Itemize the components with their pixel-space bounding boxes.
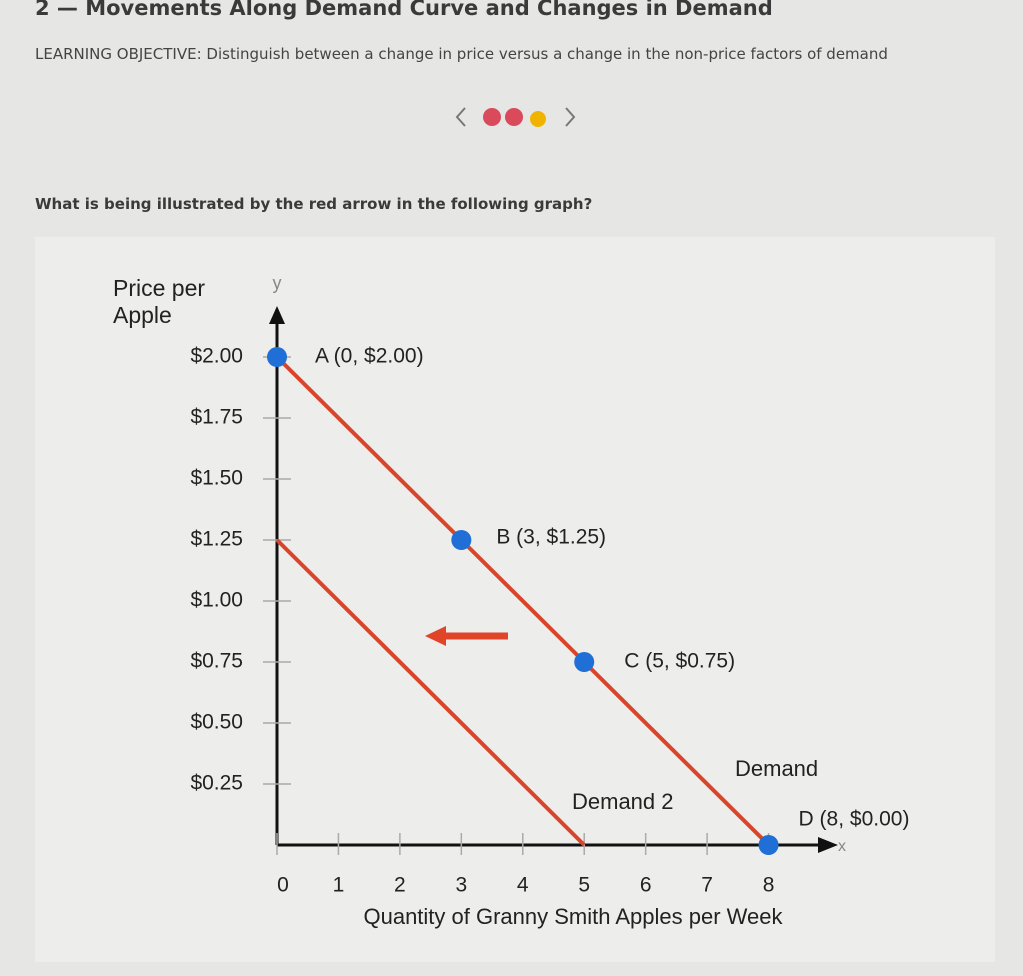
demand-line [275,355,770,847]
question: What is being illustrated by the red arr… [35,195,593,213]
question-nav[interactable] [455,107,576,127]
data-point [451,530,472,550]
x-axis-arrow [818,837,838,853]
y-axis-arrow [269,306,285,324]
x-tick-label: 5 [578,874,590,897]
y-tick-label: $1.00 [190,589,243,612]
y-axis-letter: y [273,273,282,293]
x-tick-label: 0 [277,874,289,897]
x-axis-letter: x [838,838,846,855]
y-tick-label: $0.75 [190,650,243,673]
y-tick-label: $2.00 [190,345,243,368]
y-axis-title: Price per Apple [113,275,205,328]
point-label: C (5, $0.75) [624,650,735,673]
point-label: D (8, $0.00) [799,808,910,831]
nav-dot[interactable] [530,111,546,127]
data-point [267,347,287,367]
y-tick-label: $0.50 [190,711,243,734]
y-tick-label: $1.75 [190,406,243,429]
x-tick-label: 1 [333,874,345,897]
point-label: A (0, $2.00) [315,345,424,368]
data-point [574,652,595,672]
x-tick-label: 3 [455,874,467,897]
objective-text: Distinguish between a change in price ve… [206,45,888,63]
x-tick-label: 7 [701,874,713,897]
data-point [758,835,779,855]
nav-dot[interactable] [483,108,501,126]
next-button[interactable] [565,107,576,127]
point-label: B (3, $1.25) [496,526,606,549]
prev-button[interactable] [455,107,466,127]
series-label: Demand [735,756,818,781]
series-label: Demand 2 [572,789,674,814]
demand-line [275,538,586,847]
x-tick-label: 4 [517,874,529,897]
x-tick-label: 6 [640,874,652,897]
y-tick-label: $1.25 [190,528,243,551]
x-axis-title: Quantity of Granny Smith Apples per Week [363,904,783,929]
chart-panel [35,237,995,962]
x-tick-label: 8 [763,874,775,897]
y-tick-label: $0.25 [190,772,243,795]
objective-label: LEARNING OBJECTIVE: [35,45,202,63]
objective: LEARNING OBJECTIVE: Distinguish between … [35,45,888,63]
shift-arrow-head [425,626,446,646]
page-title: 2 — Movements Along Demand Curve and Cha… [35,0,773,20]
x-tick-label: 2 [394,874,406,897]
nav-dot[interactable] [505,108,523,126]
y-tick-label: $1.50 [190,467,243,490]
